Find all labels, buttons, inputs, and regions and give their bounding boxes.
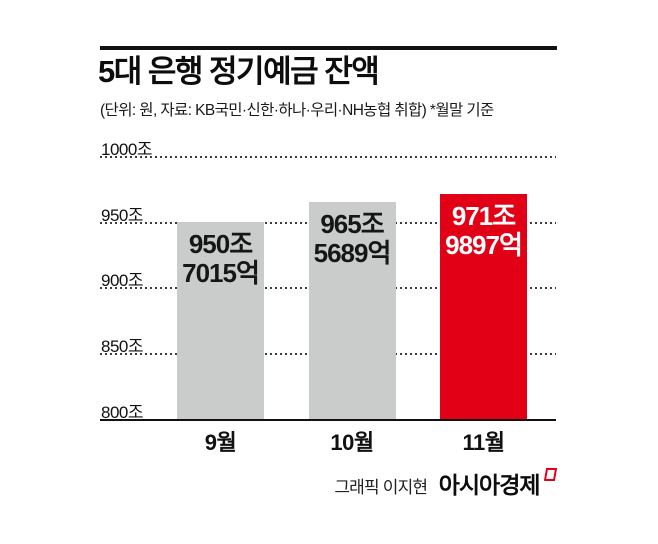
bar-value-line: 950조 [188,228,253,259]
bar-value-line: 9897억 [445,229,523,260]
y-tick-label: 800조 [101,402,144,422]
x-category-label: 9월 [204,430,237,455]
chart-subtitle: (단위: 원, 자료: KB국민·신한·하나·우리·NH농협 취합) *월말 기… [100,102,494,119]
bar-value-label: 950조 7015억 [177,228,264,288]
y-gridline [100,156,556,158]
bar-value-line: 7015억 [182,257,260,288]
x-axis-baseline [100,418,556,421]
y-tick-label: 850조 [101,336,144,356]
bar-value-line: 965조 [320,209,384,240]
bar-10월: 965조 5689억 [308,202,396,421]
chart-title: 5대 은행 정기예금 잔액 [98,54,380,89]
bar-9월: 950조 7015억 [177,221,264,421]
top-rule-divider [100,46,557,50]
brand-logo-text: 아시아경제 [438,472,541,498]
y-tick-label: 900조 [101,271,144,291]
graphic-credit-text: 그래픽 이지현 [334,478,428,497]
bar-value-line: 5689억 [313,238,392,269]
brand-mark-icon [543,468,558,481]
x-category-label: 10월 [330,430,374,455]
y-tick-label: 950조 [101,205,144,225]
credit-line: 그래픽 이지현 아시아경제 [334,466,558,500]
bar-value-line: 971조 [451,200,516,231]
bar-value-label: 965조 5689억 [309,210,396,268]
x-category-label: 11월 [462,430,506,455]
bar-11월: 971조 9897억 [440,193,527,421]
y-tick-label: 1000조 [101,140,152,159]
bar-value-label: 971조 9897억 [440,200,527,260]
